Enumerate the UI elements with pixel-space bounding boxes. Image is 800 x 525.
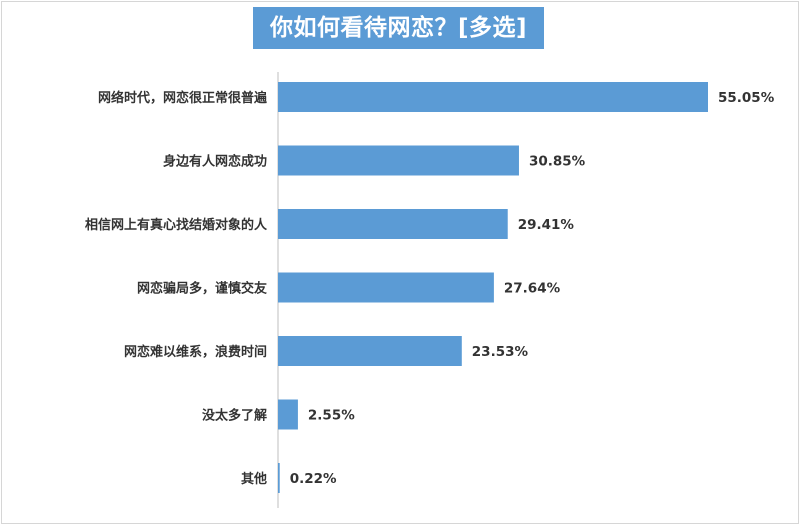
chart-title: 你如何看待网恋？[多选] bbox=[253, 7, 544, 49]
bar bbox=[278, 82, 708, 112]
category-label: 其他 bbox=[241, 471, 267, 487]
value-label: 2.55% bbox=[308, 408, 355, 424]
bar bbox=[278, 209, 508, 239]
value-label: 23.53% bbox=[472, 344, 529, 360]
bar bbox=[278, 336, 462, 366]
bar bbox=[278, 463, 280, 493]
category-label: 网恋难以维系，浪费时间 bbox=[124, 344, 267, 360]
category-label: 网恋骗局多，谨慎交友 bbox=[137, 281, 267, 297]
bars-group: 网络时代，网恋很正常很普遍 55.05% 身边有人网恋成功 30.85% 相信网上有真心… bbox=[85, 82, 775, 493]
value-label: 29.41% bbox=[518, 217, 575, 233]
value-label: 30.85% bbox=[529, 154, 586, 170]
bar bbox=[278, 272, 494, 303]
value-label: 0.22% bbox=[290, 471, 337, 487]
category-label: 身边有人网恋成功 bbox=[163, 154, 267, 170]
category-label: 网络时代，网恋很正常很普遍 bbox=[98, 90, 268, 106]
bar bbox=[278, 399, 298, 430]
bar bbox=[278, 145, 519, 176]
category-label: 相信网上有真心找结婚对象的人 bbox=[85, 217, 268, 233]
value-label: 55.05% bbox=[718, 90, 775, 106]
value-label: 27.64% bbox=[504, 281, 561, 297]
category-label: 没太多了解 bbox=[202, 408, 267, 424]
